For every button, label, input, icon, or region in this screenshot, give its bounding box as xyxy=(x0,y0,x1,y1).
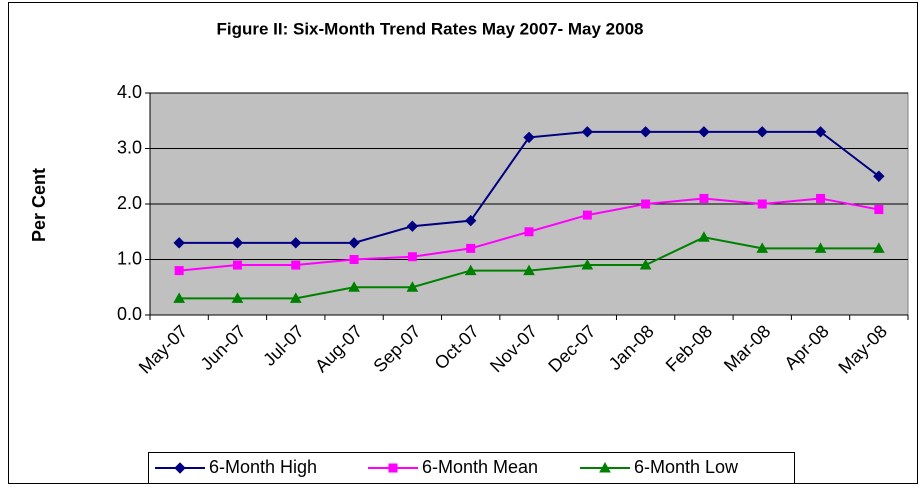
marker xyxy=(289,292,302,303)
marker xyxy=(173,237,185,249)
marker xyxy=(290,237,302,249)
marker xyxy=(814,126,827,138)
marker xyxy=(174,462,186,474)
marker xyxy=(639,126,652,138)
marker xyxy=(464,264,477,276)
marker xyxy=(756,242,769,253)
marker xyxy=(173,292,186,303)
marker xyxy=(581,259,594,270)
marker xyxy=(174,266,184,276)
marker xyxy=(757,199,767,209)
legend-label: 6-Month Mean xyxy=(422,457,538,477)
marker xyxy=(582,210,592,220)
y-tick-label: 4.0 xyxy=(117,82,142,102)
chart-title: Figure II: Six-Month Trend Rates May 200… xyxy=(216,19,643,38)
marker xyxy=(814,242,827,253)
legend-label: 6-Month High xyxy=(209,457,317,477)
marker xyxy=(231,292,244,303)
legend: 6-Month High 6-Month Mean 6-Month Low xyxy=(148,452,795,484)
marker xyxy=(599,461,611,473)
marker xyxy=(699,193,709,203)
y-tick-label: 0.0 xyxy=(117,304,142,324)
marker xyxy=(872,242,885,253)
legend-label: 6-Month Low xyxy=(634,457,739,477)
marker xyxy=(407,252,417,262)
y-tick-label: 3.0 xyxy=(117,137,142,157)
marker xyxy=(348,281,360,292)
marker xyxy=(466,243,476,253)
marker xyxy=(698,231,710,242)
marker xyxy=(464,214,477,227)
y-tick-label: 1.0 xyxy=(117,248,142,268)
marker xyxy=(406,220,419,232)
marker xyxy=(873,170,885,182)
marker xyxy=(232,260,242,270)
marker xyxy=(388,463,398,473)
marker xyxy=(523,264,535,276)
legend-box xyxy=(148,452,795,484)
marker xyxy=(231,237,244,249)
marker xyxy=(698,126,710,138)
marker xyxy=(349,255,359,264)
marker xyxy=(524,227,534,237)
marker xyxy=(406,281,419,292)
marker xyxy=(641,199,651,209)
marker xyxy=(816,193,826,203)
y-axis-label: Per Cent xyxy=(29,168,49,242)
marker xyxy=(756,126,768,138)
marker xyxy=(523,131,535,144)
marker xyxy=(291,260,301,270)
y-tick-label: 2.0 xyxy=(117,193,142,213)
marker xyxy=(581,126,594,138)
marker xyxy=(639,259,652,270)
marker xyxy=(348,237,360,249)
marker xyxy=(874,205,884,215)
